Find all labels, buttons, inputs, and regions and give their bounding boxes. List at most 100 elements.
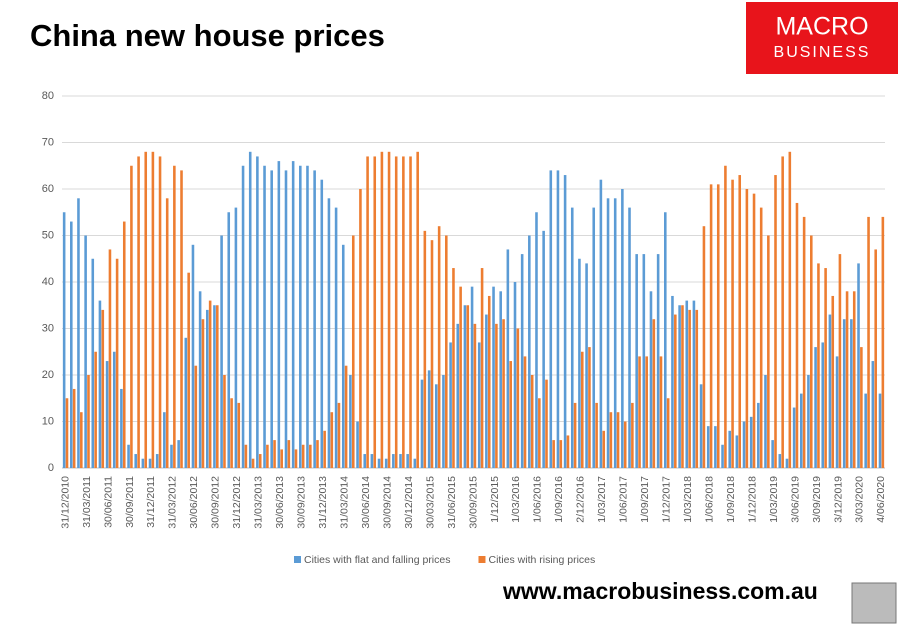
bar <box>492 286 495 468</box>
bar <box>144 151 148 469</box>
bar <box>824 268 827 468</box>
x-tick-label: 31/03/2012 <box>167 476 179 529</box>
bar <box>702 226 706 468</box>
bar <box>234 207 238 468</box>
bar <box>516 328 520 468</box>
bar <box>105 361 109 468</box>
bar <box>563 175 567 469</box>
x-tick-label: 1/09/2018 <box>725 476 737 523</box>
bar <box>251 458 255 468</box>
x-tick-label: 31/03/2013 <box>253 476 265 529</box>
bar <box>449 342 452 468</box>
bar <box>394 156 398 468</box>
y-tick-label: 60 <box>42 183 54 195</box>
bar <box>781 156 784 468</box>
bar <box>423 230 427 468</box>
x-tick-label: 30/12/2014 <box>403 476 415 529</box>
bar <box>595 402 598 468</box>
bar <box>301 444 305 468</box>
bar <box>248 151 252 469</box>
bar <box>430 240 434 468</box>
bar <box>163 412 166 468</box>
bar <box>588 347 591 468</box>
bar <box>177 440 180 468</box>
bar <box>409 156 412 468</box>
bar <box>487 295 491 468</box>
x-tick-label: 1/12/2015 <box>489 476 501 523</box>
bar <box>745 189 749 468</box>
bar <box>778 454 782 468</box>
x-tick-label: 30/06/2013 <box>274 476 286 529</box>
bar <box>809 235 813 468</box>
bar <box>141 458 145 468</box>
bar <box>585 263 588 468</box>
bar <box>678 305 681 468</box>
bar <box>65 398 69 468</box>
bar <box>72 388 76 468</box>
bar <box>771 440 774 468</box>
x-tick-label: 3/03/2020 <box>854 476 866 523</box>
bar <box>509 361 513 468</box>
bar <box>402 156 405 468</box>
bar <box>187 272 190 468</box>
bar <box>860 347 863 468</box>
bar <box>399 454 402 468</box>
bar <box>878 393 882 468</box>
bar <box>280 449 283 468</box>
bar <box>137 156 140 468</box>
bar <box>227 212 231 468</box>
bar <box>287 440 291 468</box>
bar <box>721 444 724 468</box>
bar <box>258 454 262 468</box>
bar <box>556 170 560 468</box>
legend-swatch <box>294 556 301 563</box>
bar <box>513 282 517 468</box>
y-tick-label: 30 <box>42 322 54 334</box>
x-tick-label: 31/12/2013 <box>317 476 329 529</box>
bar <box>709 184 713 468</box>
bar <box>201 319 205 468</box>
legend-label: Cities with flat and falling prices <box>304 554 450 566</box>
x-tick-label: 30/09/2014 <box>381 476 393 529</box>
bar <box>191 244 195 468</box>
bar <box>327 198 331 469</box>
x-tick-label: 30/09/2011 <box>124 476 136 528</box>
bar <box>466 305 470 468</box>
x-tick-label: 31/12/2012 <box>231 476 243 529</box>
bar <box>757 402 760 468</box>
x-tick-label: 30/03/2015 <box>424 476 436 529</box>
bar <box>420 379 424 468</box>
bar <box>867 216 870 468</box>
bar <box>788 151 792 469</box>
bar <box>299 165 302 468</box>
bar <box>738 175 742 469</box>
bar <box>520 254 524 468</box>
bar <box>122 221 126 468</box>
bar <box>817 263 820 468</box>
bar <box>351 235 355 468</box>
bar <box>495 323 498 468</box>
bar <box>406 454 409 468</box>
x-tick-label: 30/09/2012 <box>210 476 222 529</box>
bar <box>480 268 484 468</box>
x-tick-label: 1/12/2018 <box>746 476 758 523</box>
y-tick-label: 20 <box>42 369 54 381</box>
bar <box>613 198 617 469</box>
bar <box>148 458 152 468</box>
x-tick-label: 4/06/2020 <box>875 476 887 523</box>
x-tick-label: 3/09/2019 <box>811 476 823 523</box>
bar <box>373 156 377 468</box>
bar <box>230 398 233 468</box>
bar <box>427 370 431 468</box>
bar <box>130 165 133 468</box>
legend-label: Cities with rising prices <box>488 554 595 566</box>
x-tick-label: 1/03/2018 <box>682 476 694 523</box>
bar <box>273 440 276 468</box>
bar <box>566 435 570 468</box>
bar <box>205 309 209 468</box>
bar <box>80 412 83 468</box>
bar <box>523 356 527 468</box>
bar <box>549 170 553 468</box>
x-tick-label: 30/09/2015 <box>467 476 479 529</box>
bar <box>864 393 867 468</box>
